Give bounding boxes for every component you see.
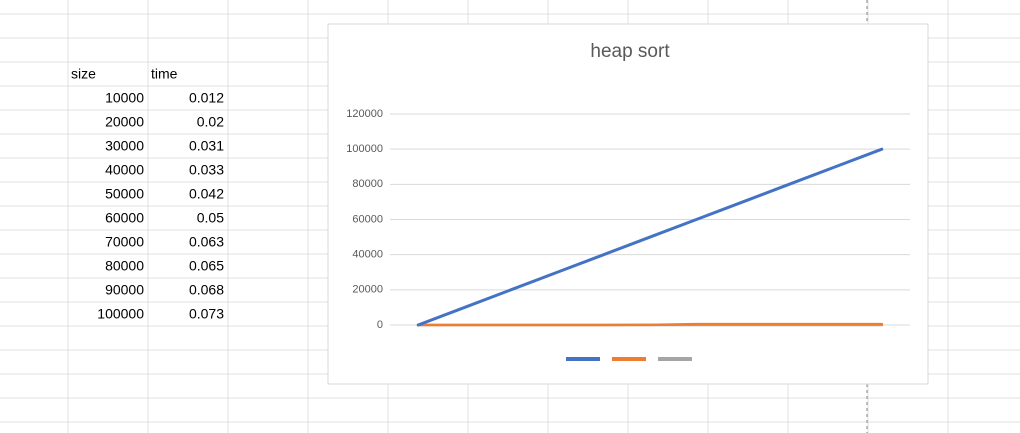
- cell: 0.031: [189, 138, 224, 154]
- y-tick-label: 20000: [352, 284, 383, 296]
- y-tick-label: 60000: [352, 213, 383, 225]
- cell: 70000: [105, 234, 144, 250]
- y-tick-label: 40000: [352, 249, 383, 261]
- cell: 80000: [105, 258, 144, 274]
- chart-area: [327, 23, 929, 385]
- y-tick-label: 120000: [346, 108, 383, 120]
- y-tick-label: 100000: [346, 143, 383, 155]
- cell: 20000: [105, 114, 144, 130]
- cell: 30000: [105, 138, 144, 154]
- cell: 0.073: [189, 306, 224, 322]
- cell: 50000: [105, 186, 144, 202]
- header-cell: size: [71, 66, 96, 82]
- y-tick-label: 80000: [352, 178, 383, 190]
- y-tick-label: 0: [377, 319, 383, 331]
- cell: 0.012: [189, 90, 224, 106]
- cell: 0.063: [189, 234, 224, 250]
- cell: 0.065: [189, 258, 224, 274]
- cell: 60000: [105, 210, 144, 226]
- cell: 10000: [105, 90, 144, 106]
- chart-title: heap sort: [590, 41, 670, 62]
- cell: 40000: [105, 162, 144, 178]
- cell: 100000: [97, 306, 144, 322]
- cell: 90000: [105, 282, 144, 298]
- header-cell: time: [151, 66, 178, 82]
- series-line: [416, 147, 884, 327]
- series-line: [416, 322, 884, 327]
- cell: 0.02: [197, 114, 224, 130]
- cell: 0.042: [189, 186, 224, 202]
- cell: 0.05: [197, 210, 224, 226]
- cell: 0.068: [189, 282, 224, 298]
- cell: 0.033: [189, 162, 224, 178]
